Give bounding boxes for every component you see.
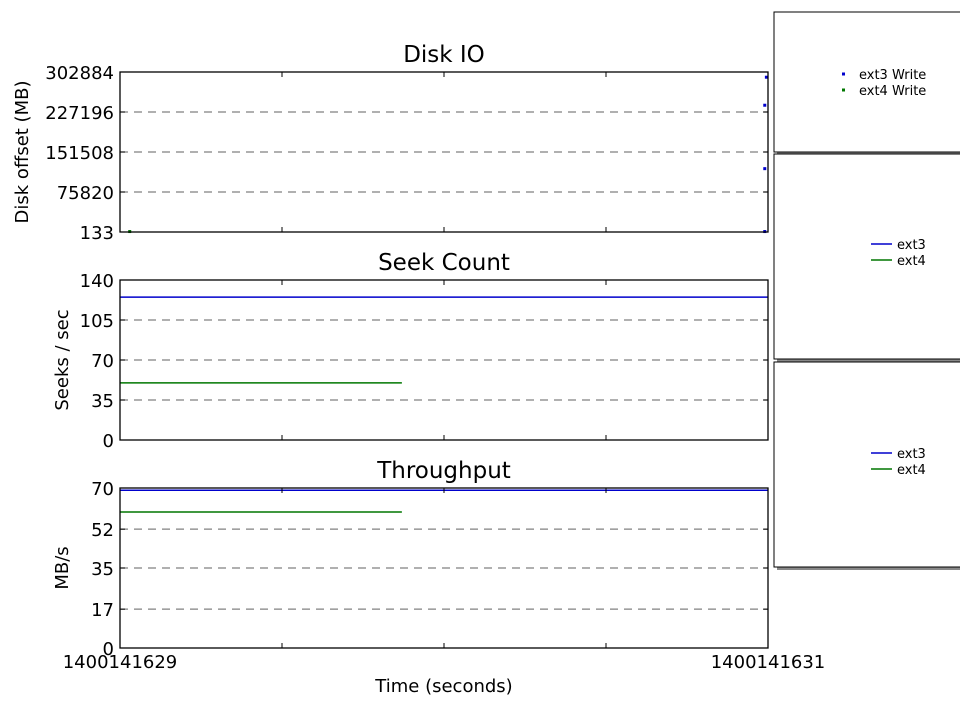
- legend-entry-ext3: ext3: [871, 447, 926, 462]
- y-tick-label: 35: [91, 559, 114, 580]
- legend-label: ext3: [897, 447, 926, 462]
- y-tick-label: 35: [91, 391, 114, 412]
- chart-title: Seek Count: [378, 250, 510, 276]
- y-tick-label: 227196: [45, 103, 114, 124]
- x-tick-label: 1400141631: [711, 652, 826, 673]
- y-tick-label: 105: [80, 311, 114, 332]
- y-axis-label: MB/s: [52, 546, 73, 589]
- legend-box-2: [773, 153, 960, 360]
- legend-box-3: [773, 361, 960, 568]
- chart-seek-count: 0 35 70 105 140 Seek Count Seeks / sec: [52, 250, 769, 452]
- y-tick-label: 302884: [45, 63, 114, 84]
- y-tick-label: 151508: [45, 143, 114, 164]
- y-axis-label: Disk offset (MB): [12, 81, 33, 224]
- legend-entry-ext3: ext3: [871, 238, 926, 253]
- y-tick-label: 52: [91, 520, 114, 541]
- legend-label: ext4: [897, 463, 926, 478]
- legend-entry-ext4: ext4: [871, 254, 926, 269]
- chart-throughput: 0 17 35 52 70 Throughput MB/s: [52, 458, 769, 660]
- chart-title: Disk IO: [403, 42, 485, 68]
- legend-label: ext3 Write: [859, 68, 926, 83]
- y-tick-label: 70: [91, 351, 114, 372]
- data-point-ext3-write: [764, 75, 768, 79]
- y-tick-label: 75820: [57, 183, 114, 204]
- legend-label: ext4 Write: [859, 84, 926, 99]
- y-axis-label: Seeks / sec: [52, 309, 73, 410]
- legend-box-1: [773, 11, 960, 153]
- legend-entry-ext3-write: ext3 Write: [842, 68, 926, 83]
- y-tick-label: 17: [91, 600, 114, 621]
- chart-disk-io: 133 75820 151508 227196 302884 Disk IO Disk of…: [12, 42, 769, 244]
- y-tick-label: 140: [80, 271, 114, 292]
- x-axis-label: Time (seconds): [374, 676, 512, 697]
- legend-marker: [842, 72, 845, 76]
- legend-label: ext4: [897, 254, 926, 269]
- chart-title: Throughput: [376, 458, 511, 484]
- y-tick-label: 0: [103, 639, 114, 660]
- legend-label: ext3: [897, 238, 926, 253]
- legend-entry-ext4-write: ext4 Write: [842, 84, 926, 99]
- y-tick-label: 70: [91, 479, 114, 500]
- legend-marker: [842, 88, 845, 92]
- x-tick-label: 1400141629: [63, 652, 178, 673]
- y-tick-label: 133: [80, 223, 114, 244]
- y-tick-label: 0: [103, 431, 114, 452]
- plots-layer: 133 75820 151508 227196 302884 Disk IO Disk of…: [12, 42, 769, 660]
- data-point-ext3-write: [763, 167, 767, 171]
- data-point-ext3-write: [763, 103, 767, 107]
- legend-entry-ext4: ext4: [871, 463, 926, 478]
